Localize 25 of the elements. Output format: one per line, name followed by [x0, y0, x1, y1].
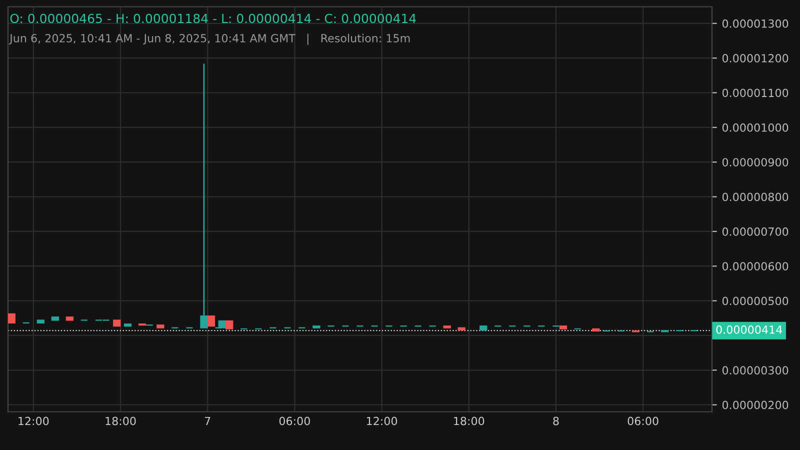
y-tick-label: 0.00000600	[722, 262, 788, 270]
y-tick-label: 0.00000500	[722, 296, 788, 306]
text: Jun 6, 2025, 10:41 AM - Jun 8, 2025, 10:41 AM GMT | Resolution: 15m	[9, 34, 410, 45]
x-tick-label: 18:00	[106, 416, 136, 426]
x-tick-label: 06:00	[279, 416, 310, 426]
candlestick	[8, 313, 16, 324]
x-tick-label: 06:00	[628, 416, 658, 426]
ref-line-label: 0.00000414	[716, 325, 782, 334]
x-tick-label: 18:00	[454, 416, 484, 426]
x-tick-label: 12:00	[366, 416, 398, 426]
y-tick-label: 0.00000900	[722, 158, 788, 166]
y-tick-label: 0.00000700	[722, 227, 788, 236]
chart-title: O: 0.00000465 - H: 0.00001184 - L: 0.00000414 - C: 0.00000414	[10, 14, 416, 24]
y-tick-label: 0.00000200	[722, 400, 788, 410]
y-tick-label: 0.00001200	[722, 54, 788, 62]
y-tick-label: 0.00000300	[722, 366, 788, 375]
y-tick-label: 0.00001100	[722, 88, 788, 98]
candlestick	[207, 315, 216, 327]
y-tick-label: 0.00001000	[722, 123, 788, 132]
candlestick	[200, 62, 208, 329]
x-tick-label: 12:00	[18, 416, 49, 426]
y-tick-label: 0.00001300	[722, 19, 788, 28]
y-tick-label: 0.00000800	[722, 192, 788, 202]
x-tick-label: 8	[553, 416, 559, 426]
x-tick-label: 7	[204, 416, 210, 426]
